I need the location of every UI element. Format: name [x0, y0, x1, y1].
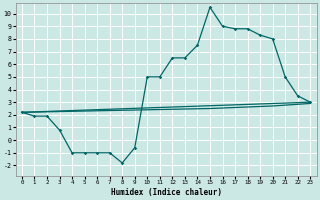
X-axis label: Humidex (Indice chaleur): Humidex (Indice chaleur): [111, 188, 221, 197]
